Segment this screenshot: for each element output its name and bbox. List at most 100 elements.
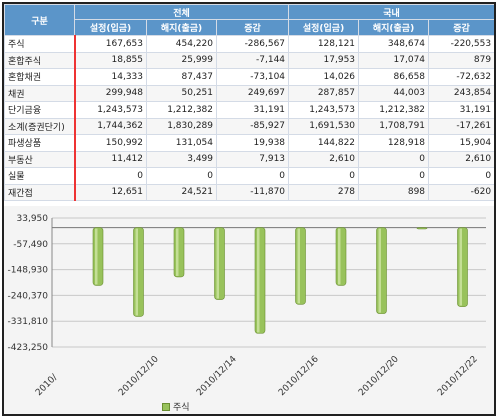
bar <box>457 227 468 307</box>
bar-highlight <box>176 228 179 276</box>
table-cell: 1,243,573 <box>288 101 360 119</box>
column-header: 증감 <box>428 19 494 36</box>
x-tick-label: 2010/12/14 <box>195 354 239 398</box>
table-cell: 454,220 <box>146 35 217 53</box>
bar-highlight <box>378 228 381 313</box>
table-cell: 86,658 <box>358 68 430 86</box>
column-header: 증감 <box>215 19 290 36</box>
chart-canvas: 33,950 -57,490 -148,930 -240,370 -331,810 -42… <box>8 214 486 398</box>
y-tick-label: -148,930 <box>8 266 49 276</box>
table-cell: 299,948 <box>74 84 147 102</box>
table-row[interactable]: 파생상품 150,992 131,054 19,938 144,822 128,918 15… <box>4 134 494 152</box>
table-cell: 167,653 <box>74 35 147 53</box>
table-cell: 287,857 <box>288 84 360 102</box>
column-header: 설정(입금) <box>74 19 147 36</box>
bar <box>254 227 266 334</box>
x-tick-label: 2010/12/20 <box>357 354 401 398</box>
table-cell: -620 <box>428 183 494 201</box>
table-row[interactable]: 부동산 11,412 3,499 7,913 2,610 0 2,610 <box>4 150 494 168</box>
bar-highlight <box>216 228 219 299</box>
bar <box>173 227 185 278</box>
row-label: 채권 <box>4 84 76 102</box>
table-cell: 17,074 <box>358 51 430 69</box>
row-label: 단기금융 <box>4 101 76 119</box>
table-cell: 128,918 <box>358 134 430 152</box>
table-cell: 898 <box>358 183 430 201</box>
table-row[interactable]: 주식 167,653 454,220 -286,567 128,121 348,674 -2… <box>4 35 494 53</box>
table-cell: 15,904 <box>428 134 494 152</box>
y-tick-label: 33,950 <box>17 214 49 224</box>
table-cell: 1,212,382 <box>358 101 430 119</box>
table-cell: -17,261 <box>428 117 494 135</box>
table-cell: 24,521 <box>146 183 217 201</box>
table-cell: 1,744,362 <box>74 117 147 135</box>
table-row[interactable]: 단기금융 1,243,573 1,212,382 31,191 1,243,573 1,2… <box>4 101 494 119</box>
table-cell: 18,855 <box>74 51 147 69</box>
table-cell: 348,674 <box>358 35 430 53</box>
table-cell: 0 <box>288 167 360 185</box>
y-tick-label: -331,810 <box>8 317 49 327</box>
table-cell: 17,953 <box>288 51 360 69</box>
table-row[interactable]: 실물 0 0 0 0 0 0 <box>4 167 494 185</box>
table-cell: -72,632 <box>428 68 494 86</box>
table-cell: 11,412 <box>74 150 147 168</box>
table-cell: 278 <box>288 183 360 201</box>
fund-flow-panel: 구분 전체 국내 설정(입금) 해지(출금) 증감 설정(입금) 해지(출금) … <box>2 2 496 416</box>
y-tick-label: -57,490 <box>13 240 48 250</box>
x-tick-label: 2010/12/10 <box>117 354 161 398</box>
table-row[interactable]: 혼합주식 18,855 25,999 -7,144 17,953 17,074 879 <box>4 51 494 69</box>
table-cell: 7,913 <box>215 150 290 168</box>
table-cell: -220,553 <box>428 35 494 53</box>
legend-swatch <box>162 402 170 411</box>
table-row[interactable]: 채권 299,948 50,251 249,697 287,857 44,003 243,8… <box>4 84 494 102</box>
bar <box>376 227 387 314</box>
table-cell: 1,243,573 <box>74 101 147 119</box>
bar <box>335 227 347 286</box>
table-cell: 50,251 <box>146 84 217 102</box>
row-label: 혼합주식 <box>4 51 76 69</box>
table-cell: 44,003 <box>358 84 430 102</box>
table-cell: 25,999 <box>146 51 217 69</box>
table-cell: -286,567 <box>215 35 290 53</box>
table-cell: 0 <box>74 167 147 185</box>
table-cell: 0 <box>358 150 430 168</box>
row-label: 소계(증권단기) <box>4 117 76 135</box>
table-row[interactable]: 재간접 12,651 24,521 -11,870 278 898 -620 <box>4 183 494 201</box>
table-row[interactable]: 소계(증권단기) 1,744,362 1,830,289 -85,927 1,691,5… <box>4 117 494 135</box>
y-tick-label: -423,250 <box>8 343 49 353</box>
table-row[interactable]: 혼합채권 14,333 87,437 -73,104 14,026 86,658 -72,6… <box>4 68 494 86</box>
legend-label: 주식 <box>173 403 190 413</box>
table-cell: 14,333 <box>74 68 147 86</box>
bar-highlight <box>297 228 300 304</box>
table-cell: 2,610 <box>288 150 360 168</box>
table-cell: 879 <box>428 51 494 69</box>
group-header-domestic: 국내 <box>288 4 494 20</box>
group-header-total: 전체 <box>73 4 290 20</box>
table-cell: 1,691,530 <box>288 117 360 135</box>
table-cell: 0 <box>428 167 494 185</box>
column-header: 설정(입금) <box>288 19 360 36</box>
bar <box>214 227 225 300</box>
table-cell: 12,651 <box>74 183 147 201</box>
table-cell: 128,121 <box>288 35 360 53</box>
table-cell: 14,026 <box>288 68 360 86</box>
table-cell: 87,437 <box>146 68 217 86</box>
fund-flow-table: 구분 전체 국내 설정(입금) 해지(출금) 증감 설정(입금) 해지(출금) … <box>4 4 494 201</box>
bar-highlight <box>338 228 341 285</box>
table-cell: 3,499 <box>146 150 217 168</box>
bar-highlight <box>95 228 98 285</box>
row-label: 파생상품 <box>4 134 76 152</box>
bar <box>92 227 104 286</box>
table-cell: 31,191 <box>428 101 494 119</box>
row-label: 혼합채권 <box>4 68 76 86</box>
table-cell: 0 <box>146 167 217 185</box>
table-cell: 249,697 <box>215 84 290 102</box>
table-cell: 144,822 <box>288 134 360 152</box>
bar-highlight <box>135 228 138 316</box>
table-cell: 0 <box>358 167 430 185</box>
x-tick-label: 2010/12/22 <box>436 354 480 398</box>
x-tick-label: 2010/12/16 <box>277 354 321 398</box>
table-cell: 1,708,791 <box>358 117 430 135</box>
table-cell: 31,191 <box>215 101 290 119</box>
table-cell: 150,992 <box>74 134 147 152</box>
